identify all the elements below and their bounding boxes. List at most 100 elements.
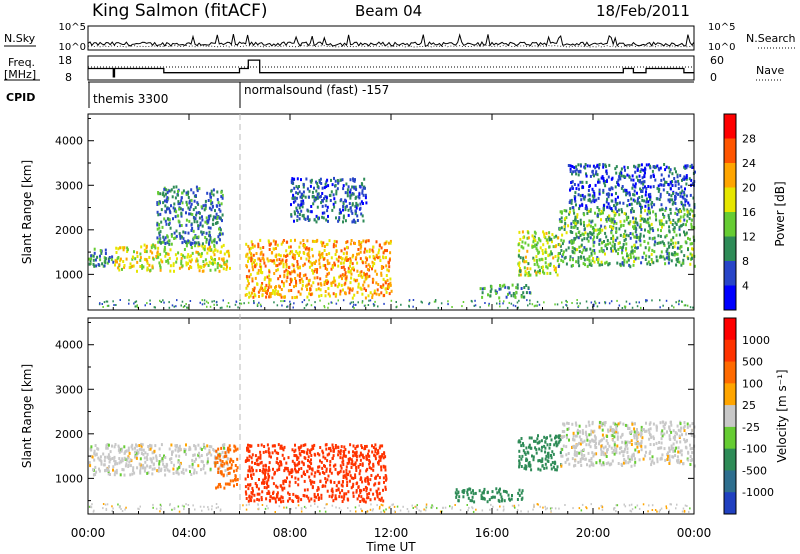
echo-cell (529, 299, 531, 302)
echo-cell (556, 465, 559, 469)
echo-cell (301, 460, 304, 464)
echo-cell (304, 243, 306, 247)
echo-cell (521, 230, 524, 234)
echo-cell (345, 251, 348, 255)
echo-cell (591, 169, 594, 173)
echo-cell (180, 304, 182, 307)
echo-cell (389, 281, 392, 285)
echo-cell (311, 195, 314, 199)
echo-cell (602, 190, 605, 194)
echo-cell (648, 246, 651, 250)
echo-cell (593, 235, 596, 239)
echo-cell (608, 444, 611, 448)
echo-cell (579, 218, 582, 222)
echo-cell (262, 258, 265, 262)
echo-cell (313, 218, 316, 222)
echo-cell (543, 232, 546, 236)
echo-cell (285, 268, 288, 272)
echo-cell (610, 207, 613, 211)
echo-cell (334, 179, 337, 183)
echo-cell (549, 264, 552, 267)
echo-cell (156, 221, 159, 225)
echo-cell (380, 267, 383, 270)
echo-cell (194, 508, 196, 511)
echo-cell (550, 237, 553, 241)
echo-cell (627, 215, 629, 219)
echo-cell (353, 451, 356, 455)
echo-cell (330, 301, 332, 304)
echo-cell (642, 234, 645, 238)
echo-cell (280, 500, 282, 504)
echo-cell (610, 462, 613, 466)
echo-cell (573, 197, 576, 201)
echo-cell (569, 255, 572, 259)
echo-cell (651, 455, 654, 459)
echo-cell (299, 272, 302, 276)
echo-cell (660, 250, 663, 254)
echo-cell (323, 306, 326, 309)
echo-cell (149, 268, 152, 272)
echo-cell (118, 461, 121, 465)
echo-cell (178, 207, 181, 211)
echo-cell (574, 421, 577, 425)
echo-cell (282, 499, 285, 503)
echo-cell (601, 438, 604, 442)
echo-cell (591, 259, 594, 263)
echo-cell (457, 491, 460, 495)
echo-cell (670, 430, 673, 434)
echo-cell (659, 421, 662, 425)
echo-cell (180, 224, 183, 227)
echo-cell (163, 194, 166, 198)
echo-cell (640, 442, 642, 446)
echo-cell (648, 236, 651, 240)
echo-cell (260, 498, 263, 502)
echo-cell (212, 188, 215, 192)
echo-cell (655, 259, 658, 263)
echo-cell (209, 237, 212, 241)
echo-cell (648, 452, 651, 455)
echo-cell (646, 299, 648, 302)
echo-cell (545, 231, 548, 235)
echo-cell (104, 248, 107, 252)
echo-cell (527, 271, 530, 274)
echo-cell (319, 277, 322, 281)
echo-cell (258, 478, 260, 481)
echo-cell (672, 436, 675, 440)
echo-cell (375, 281, 378, 285)
echo-cell (268, 277, 271, 281)
echo-cell (544, 462, 547, 466)
echo-cell (223, 260, 226, 264)
echo-cell (515, 290, 518, 294)
echo-cell (228, 466, 231, 470)
echo-cell (289, 250, 292, 254)
echo-cell (297, 266, 300, 270)
echo-cell (309, 288, 312, 292)
echo-cell (579, 302, 581, 305)
echo-cell (334, 200, 337, 204)
echo-cell (139, 469, 142, 473)
echo-cell (118, 457, 121, 460)
echo-cell (646, 212, 649, 216)
echo-cell (332, 454, 335, 458)
echo-cell (357, 195, 360, 199)
echo-cell (145, 250, 148, 254)
echo-cell (466, 488, 469, 492)
echo-cell (164, 210, 167, 214)
echo-cell (283, 486, 286, 490)
echo-cell (353, 220, 356, 224)
echo-cell (200, 448, 203, 451)
echo-cell (364, 500, 367, 504)
echo-cell (602, 204, 605, 208)
echo-cell (279, 484, 282, 488)
echo-cell (575, 454, 578, 458)
echo-cell (306, 303, 309, 306)
echo-cell (98, 469, 101, 473)
echo-cell (684, 445, 687, 449)
echo-cell (352, 444, 355, 448)
echo-cell (166, 198, 169, 202)
echo-cell (110, 258, 113, 262)
echo-cell (228, 444, 231, 448)
echo-cell (139, 258, 142, 262)
echo-cell (550, 252, 553, 256)
echo-cell (374, 457, 377, 461)
